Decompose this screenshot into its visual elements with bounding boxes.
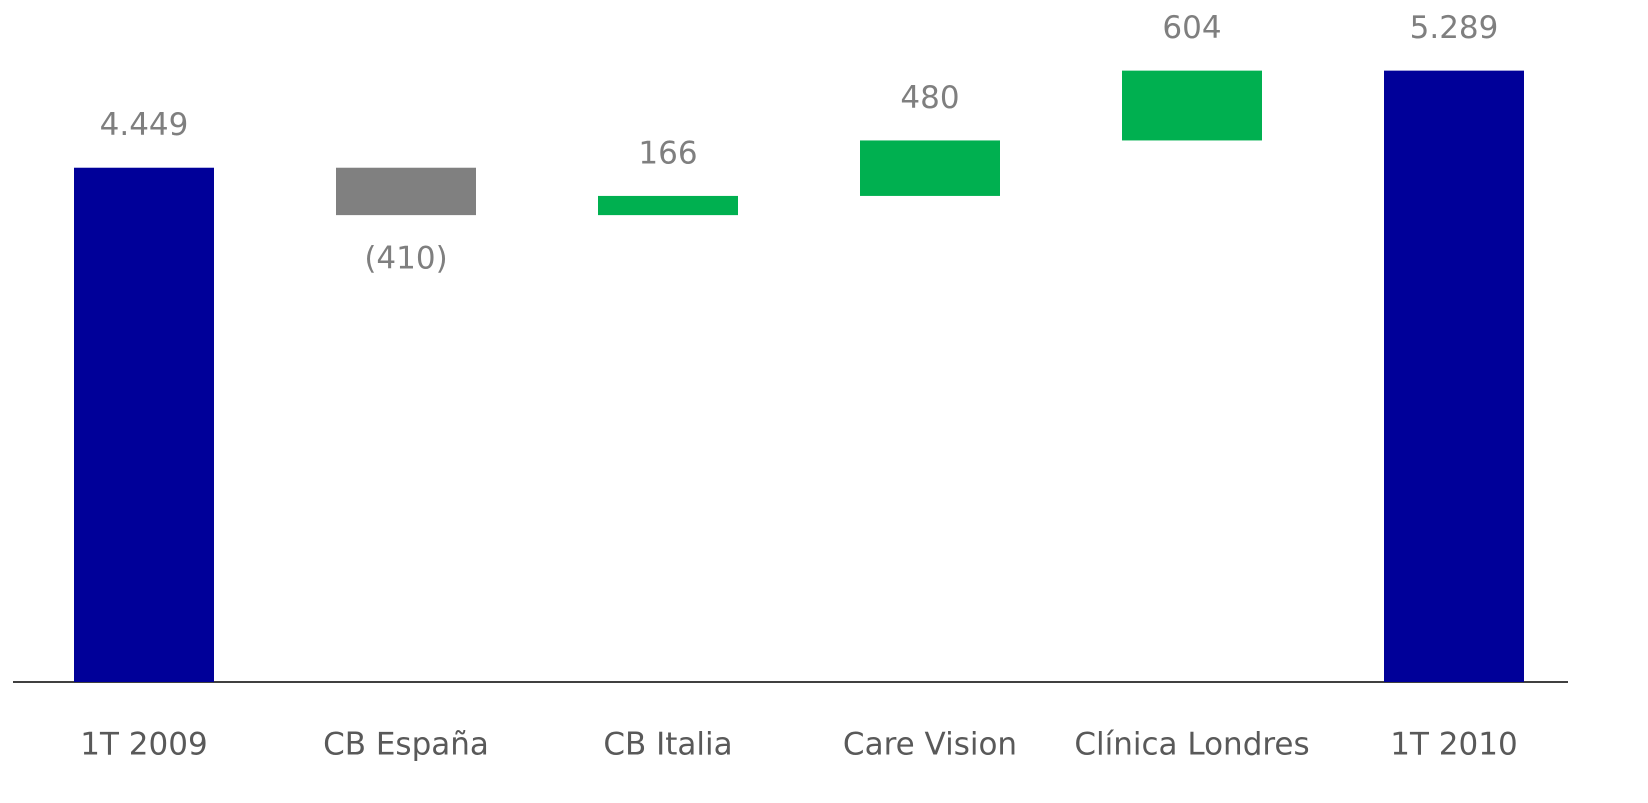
x-tick-label: Clínica Londres (1074, 727, 1309, 763)
bar (860, 140, 1000, 196)
value-label: 480 (900, 80, 959, 116)
value-label: 5.289 (1410, 10, 1499, 46)
x-tick-label: 1T 2010 (1390, 727, 1517, 763)
bar (1122, 70, 1262, 141)
bar (1384, 70, 1524, 683)
x-tick-label: Care Vision (843, 727, 1017, 763)
x-tick-label: CB Italia (603, 727, 732, 763)
x-tick-label: 1T 2009 (80, 727, 207, 763)
x-tick-label: CB España (323, 727, 489, 763)
bar (336, 167, 476, 216)
bar (598, 195, 738, 216)
value-label: 166 (638, 135, 697, 171)
value-label: 604 (1162, 10, 1221, 46)
bar (74, 167, 214, 682)
value-label: (410) (364, 241, 447, 277)
value-label: 4.449 (100, 107, 189, 143)
